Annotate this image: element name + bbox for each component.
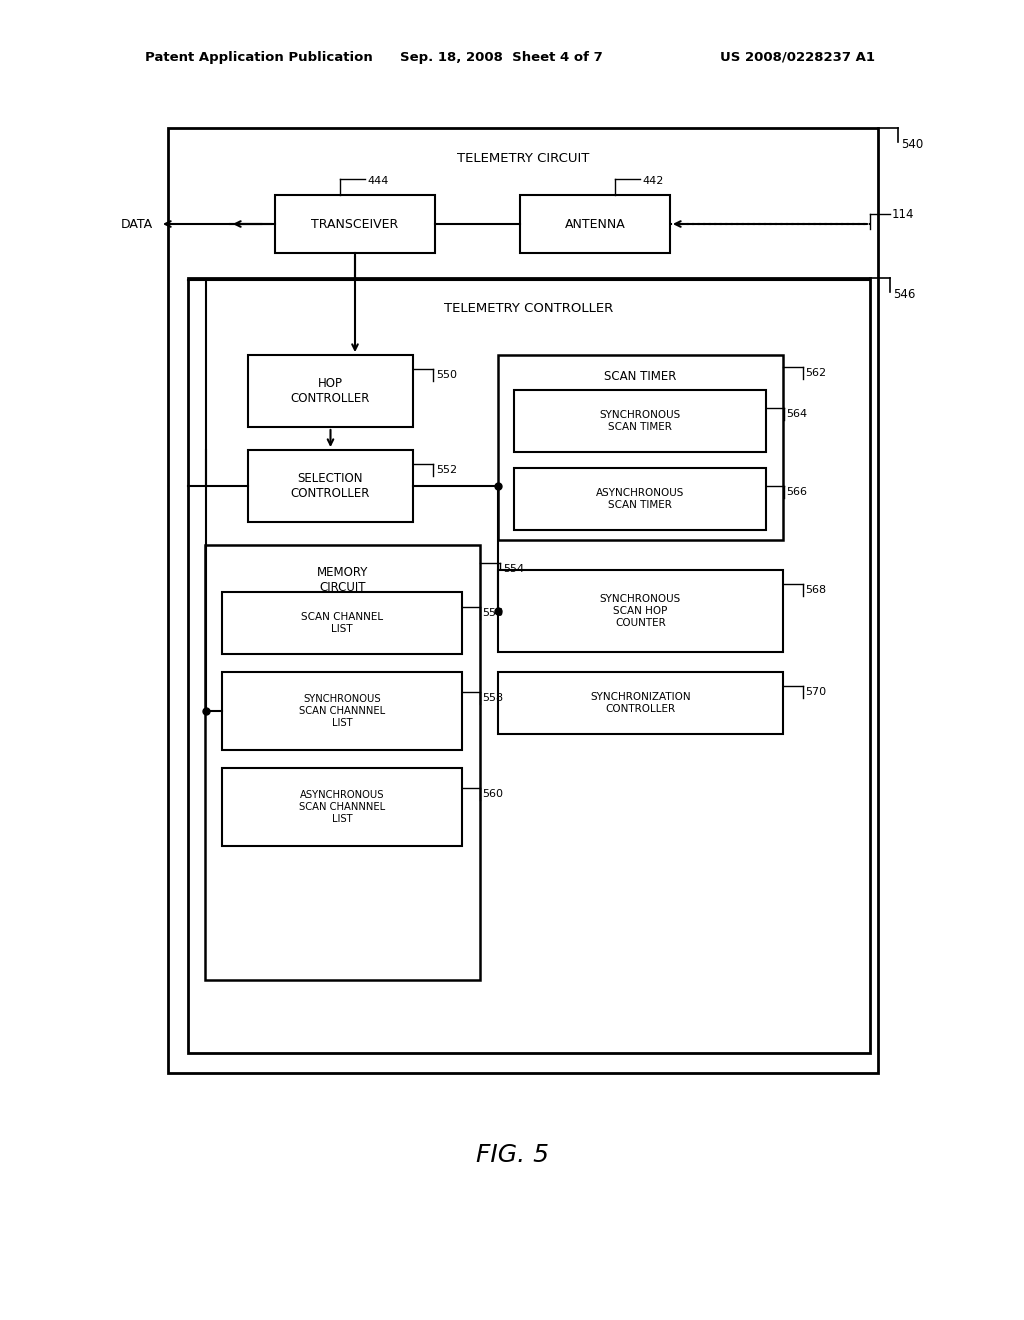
Text: TELEMETRY CONTROLLER: TELEMETRY CONTROLLER: [444, 301, 613, 314]
Text: Patent Application Publication: Patent Application Publication: [145, 50, 373, 63]
Text: MEMORY
CIRCUIT: MEMORY CIRCUIT: [316, 566, 369, 594]
Bar: [498, 672, 783, 734]
Text: 566: 566: [786, 487, 807, 498]
Bar: [498, 355, 783, 540]
Text: SELECTION
CONTROLLER: SELECTION CONTROLLER: [291, 473, 371, 500]
Bar: [514, 389, 766, 451]
Text: SCAN CHANNEL
LIST: SCAN CHANNEL LIST: [301, 612, 383, 634]
Text: ASYNCHRONOUS
SCAN CHANNNEL
LIST: ASYNCHRONOUS SCAN CHANNNEL LIST: [299, 791, 385, 824]
Bar: [222, 672, 462, 750]
Bar: [520, 195, 670, 253]
Text: 570: 570: [805, 686, 826, 697]
Text: 556: 556: [482, 609, 503, 618]
Text: ANTENNA: ANTENNA: [564, 218, 626, 231]
Bar: [188, 279, 870, 1053]
Text: SYNCHRONOUS
SCAN CHANNNEL
LIST: SYNCHRONOUS SCAN CHANNNEL LIST: [299, 694, 385, 727]
Text: Sep. 18, 2008  Sheet 4 of 7: Sep. 18, 2008 Sheet 4 of 7: [400, 50, 603, 63]
Text: 560: 560: [482, 789, 503, 799]
Text: 540: 540: [901, 139, 924, 150]
Text: SYNCHRONIZATION
CONTROLLER: SYNCHRONIZATION CONTROLLER: [590, 692, 691, 714]
Bar: [168, 128, 878, 1073]
Bar: [222, 768, 462, 846]
Text: TRANSCEIVER: TRANSCEIVER: [311, 218, 398, 231]
Text: 444: 444: [367, 176, 388, 186]
Text: 442: 442: [642, 176, 664, 186]
Bar: [248, 450, 413, 521]
Text: 558: 558: [482, 693, 503, 704]
Text: US 2008/0228237 A1: US 2008/0228237 A1: [720, 50, 874, 63]
Text: 568: 568: [805, 585, 826, 595]
Text: SYNCHRONOUS
SCAN HOP
COUNTER: SYNCHRONOUS SCAN HOP COUNTER: [600, 594, 681, 627]
Text: 546: 546: [893, 288, 915, 301]
Text: 552: 552: [436, 465, 457, 475]
Bar: [205, 545, 480, 979]
Bar: [222, 591, 462, 653]
Text: 550: 550: [436, 370, 457, 380]
Text: SCAN TIMER: SCAN TIMER: [604, 371, 677, 384]
Text: 564: 564: [786, 409, 807, 418]
Text: 114: 114: [892, 207, 914, 220]
Bar: [498, 570, 783, 652]
Text: 562: 562: [805, 368, 826, 378]
Text: SYNCHRONOUS
SCAN TIMER: SYNCHRONOUS SCAN TIMER: [599, 411, 681, 432]
Bar: [248, 355, 413, 426]
Text: HOP
CONTROLLER: HOP CONTROLLER: [291, 378, 371, 405]
Text: FIG. 5: FIG. 5: [475, 1143, 549, 1167]
Bar: [275, 195, 435, 253]
Bar: [514, 469, 766, 531]
Text: DATA: DATA: [121, 218, 153, 231]
Text: ASYNCHRONOUS
SCAN TIMER: ASYNCHRONOUS SCAN TIMER: [596, 488, 684, 510]
Text: TELEMETRY CIRCUIT: TELEMETRY CIRCUIT: [457, 152, 589, 165]
Text: 554: 554: [503, 564, 524, 574]
